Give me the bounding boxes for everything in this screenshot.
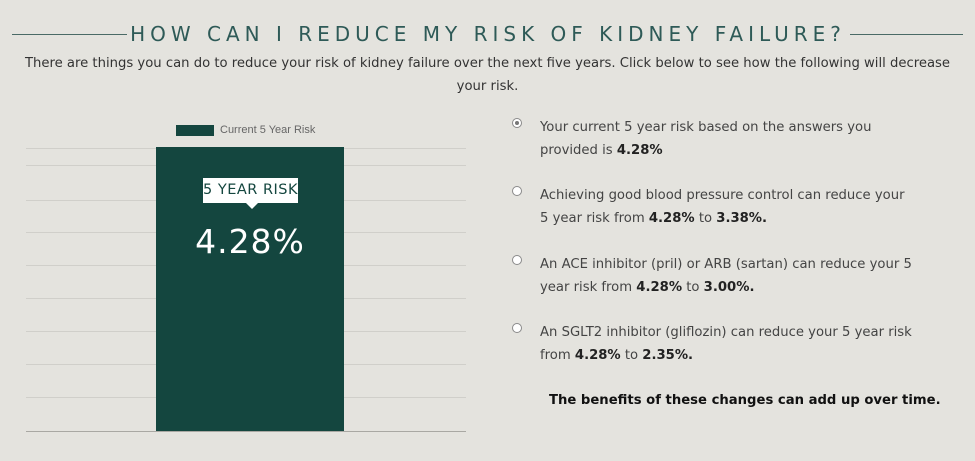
- current-risk-value: 4.28%: [648, 211, 695, 226]
- chart-legend: Current 5 Year Risk: [176, 124, 315, 136]
- option-radio[interactable]: [512, 323, 522, 333]
- title-divider-right: [850, 34, 963, 35]
- legend-label: Current 5 Year Risk: [220, 124, 316, 136]
- intro-text: There are things you can do to reduce yo…: [24, 56, 951, 94]
- option-suffix: .: [762, 211, 768, 226]
- reduced-risk-value: 2.35%: [642, 348, 689, 363]
- option-connector: to: [694, 211, 717, 226]
- option-connector: to: [620, 348, 643, 363]
- page-title: HOW CAN I REDUCE MY RISK OF KIDNEY FAILU…: [130, 22, 846, 46]
- legend-swatch: [176, 124, 214, 136]
- option-description: An SGLT2 inhibitor (gliflozin) can reduc…: [540, 325, 912, 363]
- option-radio[interactable]: [512, 186, 522, 196]
- option-suffix: .: [749, 280, 755, 295]
- option-connector: to: [682, 280, 704, 295]
- reduced-risk-value: 3.38%: [716, 211, 763, 226]
- reduced-risk-value: 3.00%: [703, 280, 750, 295]
- option-description: An ACE inhibitor (pril) or ARB (sartan) …: [540, 257, 912, 295]
- option-text[interactable]: Achieving good blood pressure control ca…: [540, 184, 912, 230]
- risk-chart: Current 5 Year Risk 5 YEAR RISK 4.28%: [26, 120, 466, 440]
- option-description: Achieving good blood pressure control ca…: [540, 188, 905, 226]
- current-risk-value: 4.28%: [616, 143, 663, 158]
- title-divider-left: [12, 34, 127, 35]
- option-radio[interactable]: [512, 255, 522, 265]
- bar-value-label: 4.28%: [195, 222, 305, 261]
- current-risk-value: 4.28%: [636, 280, 683, 295]
- x-axis-line: [26, 431, 466, 432]
- footer-note: The benefits of these changes can add up…: [549, 393, 941, 408]
- option-text[interactable]: Your current 5 year risk based on the an…: [540, 116, 912, 162]
- option-text[interactable]: An ACE inhibitor (pril) or ARB (sartan) …: [540, 253, 912, 299]
- option-radio[interactable]: [512, 118, 522, 128]
- option-description: Your current 5 year risk based on the an…: [540, 120, 872, 158]
- bar-tag-label: 5 YEAR RISK: [203, 178, 298, 203]
- option-text[interactable]: An SGLT2 inhibitor (gliflozin) can reduc…: [540, 321, 912, 367]
- option-suffix: .: [688, 348, 694, 363]
- current-risk-value: 4.28%: [574, 348, 621, 363]
- title-row: HOW CAN I REDUCE MY RISK OF KIDNEY FAILU…: [0, 22, 975, 48]
- bar-tag-pointer: [246, 203, 258, 209]
